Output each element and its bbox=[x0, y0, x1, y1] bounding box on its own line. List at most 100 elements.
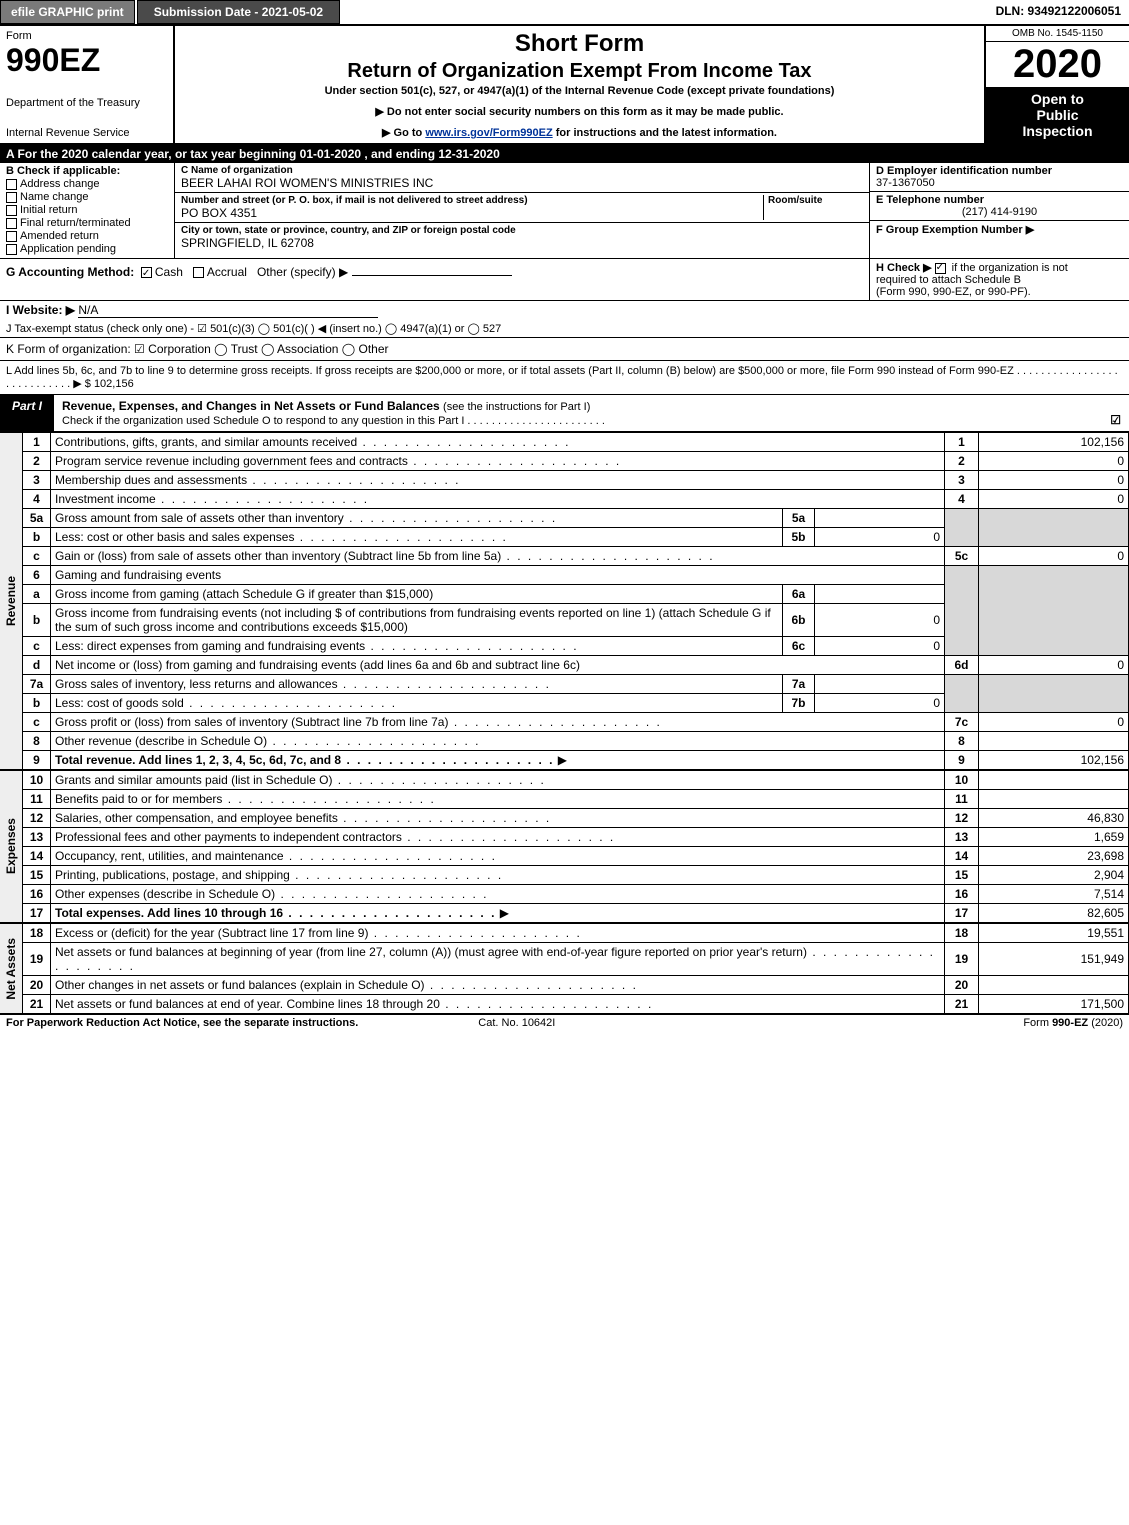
ln-5b: b bbox=[23, 528, 51, 547]
rv-7c: 0 bbox=[979, 713, 1129, 732]
inspection-badge: Open to Public Inspection bbox=[986, 87, 1129, 143]
cb-address-change[interactable]: Address change bbox=[6, 178, 168, 190]
part-i-table: Revenue 1 Contributions, gifts, grants, … bbox=[0, 432, 1129, 1015]
irs-link[interactable]: www.irs.gov/Form990EZ bbox=[425, 127, 552, 139]
website-label: I Website: ▶ bbox=[6, 303, 75, 317]
desc-8: Other revenue (describe in Schedule O) bbox=[55, 734, 480, 748]
rv-18: 19,551 bbox=[979, 923, 1129, 943]
ln-12: 12 bbox=[23, 809, 51, 828]
desc-19: Net assets or fund balances at beginning… bbox=[55, 945, 935, 973]
ln-20: 20 bbox=[23, 976, 51, 995]
rv-21: 171,500 bbox=[979, 995, 1129, 1015]
goto-pre: ▶ Go to bbox=[382, 127, 425, 139]
room-label: Room/suite bbox=[768, 195, 863, 206]
tel-label: E Telephone number bbox=[876, 194, 1123, 206]
mv-7b: 0 bbox=[815, 694, 945, 713]
rln-10: 10 bbox=[945, 770, 979, 790]
row-a-tax-year: A For the 2020 calendar year, or tax yea… bbox=[0, 145, 1129, 163]
cb-application-pending[interactable]: Application pending bbox=[6, 243, 168, 255]
ln-16: 16 bbox=[23, 885, 51, 904]
rv-20 bbox=[979, 976, 1129, 995]
cb-amended-return[interactable]: Amended return bbox=[6, 230, 168, 242]
cb-h[interactable] bbox=[935, 263, 946, 274]
form-number: 990EZ bbox=[6, 42, 167, 79]
rv-11 bbox=[979, 790, 1129, 809]
row-17: 17 Total expenses. Add lines 10 through … bbox=[0, 904, 1129, 924]
ln-7c: c bbox=[23, 713, 51, 732]
org-city: SPRINGFIELD, IL 62708 bbox=[181, 236, 863, 250]
row-6d: d Net income or (loss) from gaming and f… bbox=[0, 656, 1129, 675]
ln-4: 4 bbox=[23, 490, 51, 509]
org-city-row: City or town, state or province, country… bbox=[175, 223, 869, 252]
org-name: BEER LAHAI ROI WOMEN'S MINISTRIES INC bbox=[181, 176, 863, 190]
tax-year: 2020 bbox=[986, 42, 1129, 87]
desc-12: Salaries, other compensation, and employ… bbox=[55, 811, 551, 825]
form-header: Form 990EZ Department of the Treasury In… bbox=[0, 26, 1129, 145]
form-word: Form bbox=[6, 30, 167, 42]
line-j: J Tax-exempt status (check only one) - ☑… bbox=[0, 320, 1129, 338]
desc-7b: Less: cost of goods sold bbox=[55, 696, 397, 710]
desc-6c: Less: direct expenses from gaming and fu… bbox=[55, 639, 579, 653]
ml-5a: 5a bbox=[783, 509, 815, 528]
footer-left: For Paperwork Reduction Act Notice, see … bbox=[6, 1017, 358, 1029]
footer-right: Form 990-EZ (2020) bbox=[1023, 1017, 1123, 1029]
col-c: C Name of organization BEER LAHAI ROI WO… bbox=[175, 163, 869, 258]
desc-10: Grants and similar amounts paid (list in… bbox=[55, 773, 546, 787]
identity-block: B Check if applicable: Address change Na… bbox=[0, 163, 1129, 259]
cb-cash[interactable] bbox=[141, 267, 152, 278]
rln-5c: 5c bbox=[945, 547, 979, 566]
line-l-value: $ 102,156 bbox=[85, 378, 134, 390]
city-label: City or town, state or province, country… bbox=[181, 225, 863, 236]
rv-10 bbox=[979, 770, 1129, 790]
line-i: I Website: ▶ N/A bbox=[0, 301, 1129, 320]
rv-17: 82,605 bbox=[979, 904, 1129, 924]
rln-17: 17 bbox=[945, 904, 979, 924]
line-g-h: G Accounting Method: Cash Accrual Other … bbox=[0, 259, 1129, 301]
header-right: OMB No. 1545-1150 2020 Open to Public In… bbox=[984, 26, 1129, 143]
line-k: K Form of organization: ☑ Corporation ◯ … bbox=[0, 338, 1129, 361]
title-short-form: Short Form bbox=[183, 30, 976, 58]
line-l-text: L Add lines 5b, 6c, and 7b to line 9 to … bbox=[6, 365, 1118, 390]
print-button[interactable]: efile GRAPHIC print bbox=[0, 0, 135, 24]
ml-6b: 6b bbox=[783, 604, 815, 637]
rln-20: 20 bbox=[945, 976, 979, 995]
rln-3: 3 bbox=[945, 471, 979, 490]
cb-initial-return[interactable]: Initial return bbox=[6, 204, 168, 216]
ln-11: 11 bbox=[23, 790, 51, 809]
ln-6d: d bbox=[23, 656, 51, 675]
rln-8: 8 bbox=[945, 732, 979, 751]
dept-treasury: Department of the Treasury bbox=[6, 97, 167, 109]
ln-17: 17 bbox=[23, 904, 51, 924]
header-left: Form 990EZ Department of the Treasury In… bbox=[0, 26, 175, 143]
submission-date-button[interactable]: Submission Date - 2021-05-02 bbox=[137, 0, 340, 24]
desc-15: Printing, publications, postage, and shi… bbox=[55, 868, 503, 882]
row-6: 6 Gaming and fundraising events bbox=[0, 566, 1129, 585]
ein-value: 37-1367050 bbox=[876, 177, 1123, 189]
row-10: Expenses 10 Grants and similar amounts p… bbox=[0, 770, 1129, 790]
warn-ssn: ▶ Do not enter social security numbers o… bbox=[183, 105, 976, 118]
cb-accrual[interactable] bbox=[193, 267, 204, 278]
tel-row: E Telephone number (217) 414-9190 bbox=[870, 192, 1129, 221]
rv-2: 0 bbox=[979, 452, 1129, 471]
ln-6c: c bbox=[23, 637, 51, 656]
desc-4: Investment income bbox=[55, 492, 369, 506]
mv-7a bbox=[815, 675, 945, 694]
h-label: H Check ▶ bbox=[876, 262, 932, 274]
ln-6a: a bbox=[23, 585, 51, 604]
ln-19: 19 bbox=[23, 943, 51, 976]
rv-5c: 0 bbox=[979, 547, 1129, 566]
desc-5a: Gross amount from sale of assets other t… bbox=[55, 511, 557, 525]
part-i-sub: (see the instructions for Part I) bbox=[443, 401, 590, 413]
h-txt2: required to attach Schedule B bbox=[876, 274, 1021, 286]
desc-20: Other changes in net assets or fund bala… bbox=[55, 978, 638, 992]
mv-6b: 0 bbox=[815, 604, 945, 637]
rln-11: 11 bbox=[945, 790, 979, 809]
ln-13: 13 bbox=[23, 828, 51, 847]
cb-final-return[interactable]: Final return/terminated bbox=[6, 217, 168, 229]
rv-19: 151,949 bbox=[979, 943, 1129, 976]
header-middle: Short Form Return of Organization Exempt… bbox=[175, 26, 984, 143]
desc-6d: Net income or (loss) from gaming and fun… bbox=[51, 656, 945, 675]
cb-name-change[interactable]: Name change bbox=[6, 191, 168, 203]
insp-2: Public bbox=[990, 107, 1125, 123]
title-section: Under section 501(c), 527, or 4947(a)(1)… bbox=[183, 85, 976, 97]
